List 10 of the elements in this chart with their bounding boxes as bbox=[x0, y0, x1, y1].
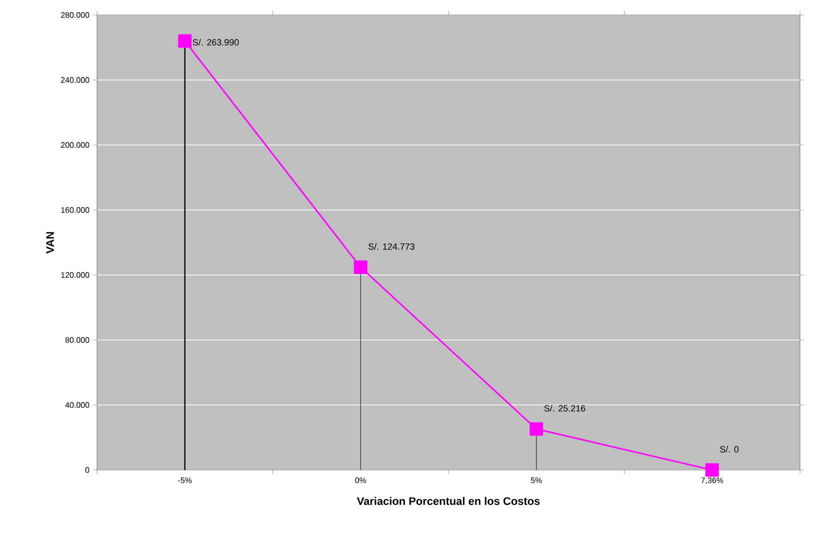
x-axis-title: Variacion Porcentual en los Costos bbox=[356, 496, 540, 505]
y-axis-title: VAN bbox=[46, 232, 54, 254]
data-label: S/. 25.216 bbox=[544, 404, 586, 412]
data-label: S/. 124.773 bbox=[368, 243, 414, 250]
data-label: S/. 0 bbox=[720, 446, 739, 452]
point bbox=[530, 422, 544, 436]
point bbox=[354, 260, 368, 274]
point bbox=[705, 463, 719, 477]
data-label: S/. 263.990 bbox=[192, 38, 239, 46]
point bbox=[178, 34, 192, 48]
